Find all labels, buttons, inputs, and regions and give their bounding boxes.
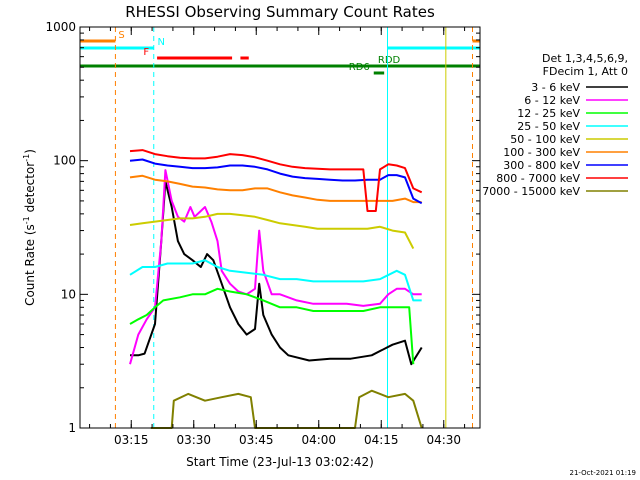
- axes: 1 10 100 1000 03:15 03:30 03:45 04:00 04:15 04:30…: [22, 20, 480, 447]
- x-tick-label: 04:15: [364, 433, 399, 447]
- y-axis-label-part: detector: [23, 162, 37, 217]
- y-axis-label-superscript: -1: [22, 154, 31, 162]
- series-line-800-7000-kev: [129, 149, 423, 212]
- x-tick-label: 03:45: [239, 433, 274, 447]
- y-tick-label: 1000: [45, 20, 76, 34]
- series-line-25-50-kev: [129, 259, 422, 302]
- x-axis-label: Start Time (23-Jul-13 03:02:42): [186, 455, 374, 469]
- legend-label: 7000 - 15000 keV: [482, 185, 580, 198]
- legend-label: 50 - 100 keV: [510, 133, 580, 146]
- legend-header-line: FDecim 1, Att 0: [543, 65, 628, 78]
- x-tick-label: 03:15: [114, 433, 149, 447]
- y-tick-label: 10: [61, 287, 76, 301]
- y-axis-label: Count Rate (s-1 detector-1): [22, 149, 37, 306]
- y-tick-label: 1: [68, 421, 76, 435]
- x-tick-label: 04:00: [301, 433, 336, 447]
- plot-border: [79, 26, 481, 429]
- y-axis-label-superscript: -1: [22, 216, 31, 224]
- plot-area: S NF RDD RD6: [80, 27, 480, 429]
- legend-header-line: Det 1,3,4,5,6,9,: [542, 52, 628, 65]
- y-axis-label-part: ): [23, 149, 37, 154]
- plot-frame: [79, 26, 481, 429]
- legend-label: 3 - 6 keV: [531, 81, 580, 94]
- legend: Det 1,3,4,5,6,9,FDecim 1, Att 0 3 - 6 keV…: [482, 52, 628, 198]
- footer-timestamp: 21-Oct-2021 01:19: [570, 469, 636, 477]
- series-line-300-800-kev: [129, 158, 423, 205]
- marker-label-rd6: RD6: [349, 62, 370, 73]
- series-line-100-300-kev: [129, 174, 422, 204]
- x-tick-label: 03:30: [176, 433, 211, 447]
- marker-label-f: F: [143, 47, 149, 58]
- legend-label: 6 - 12 keV: [524, 94, 580, 107]
- marker-label-rdd: RDD: [378, 55, 401, 66]
- legend-label: 800 - 7000 keV: [496, 172, 580, 185]
- series-line-6-12-kev: [129, 169, 422, 365]
- chart-title: RHESSI Observing Summary Count Rates: [125, 3, 435, 21]
- legend-label: 300 - 800 keV: [503, 159, 580, 172]
- series-line-12-25-kev: [129, 287, 415, 365]
- legend-label: 100 - 300 keV: [503, 146, 580, 159]
- legend-label: 25 - 50 keV: [517, 120, 580, 133]
- y-axis-label-part: Count Rate (s: [23, 224, 37, 306]
- x-tick-label: 04:30: [426, 433, 461, 447]
- series-line-50-100-kev: [129, 212, 415, 250]
- legend-label: 12 - 25 keV: [517, 107, 580, 120]
- marker-label-n: N: [158, 37, 165, 48]
- marker-label-s: S: [118, 30, 124, 41]
- series-line-7000-15000-kev: [150, 389, 423, 429]
- y-tick-label: 100: [53, 154, 76, 168]
